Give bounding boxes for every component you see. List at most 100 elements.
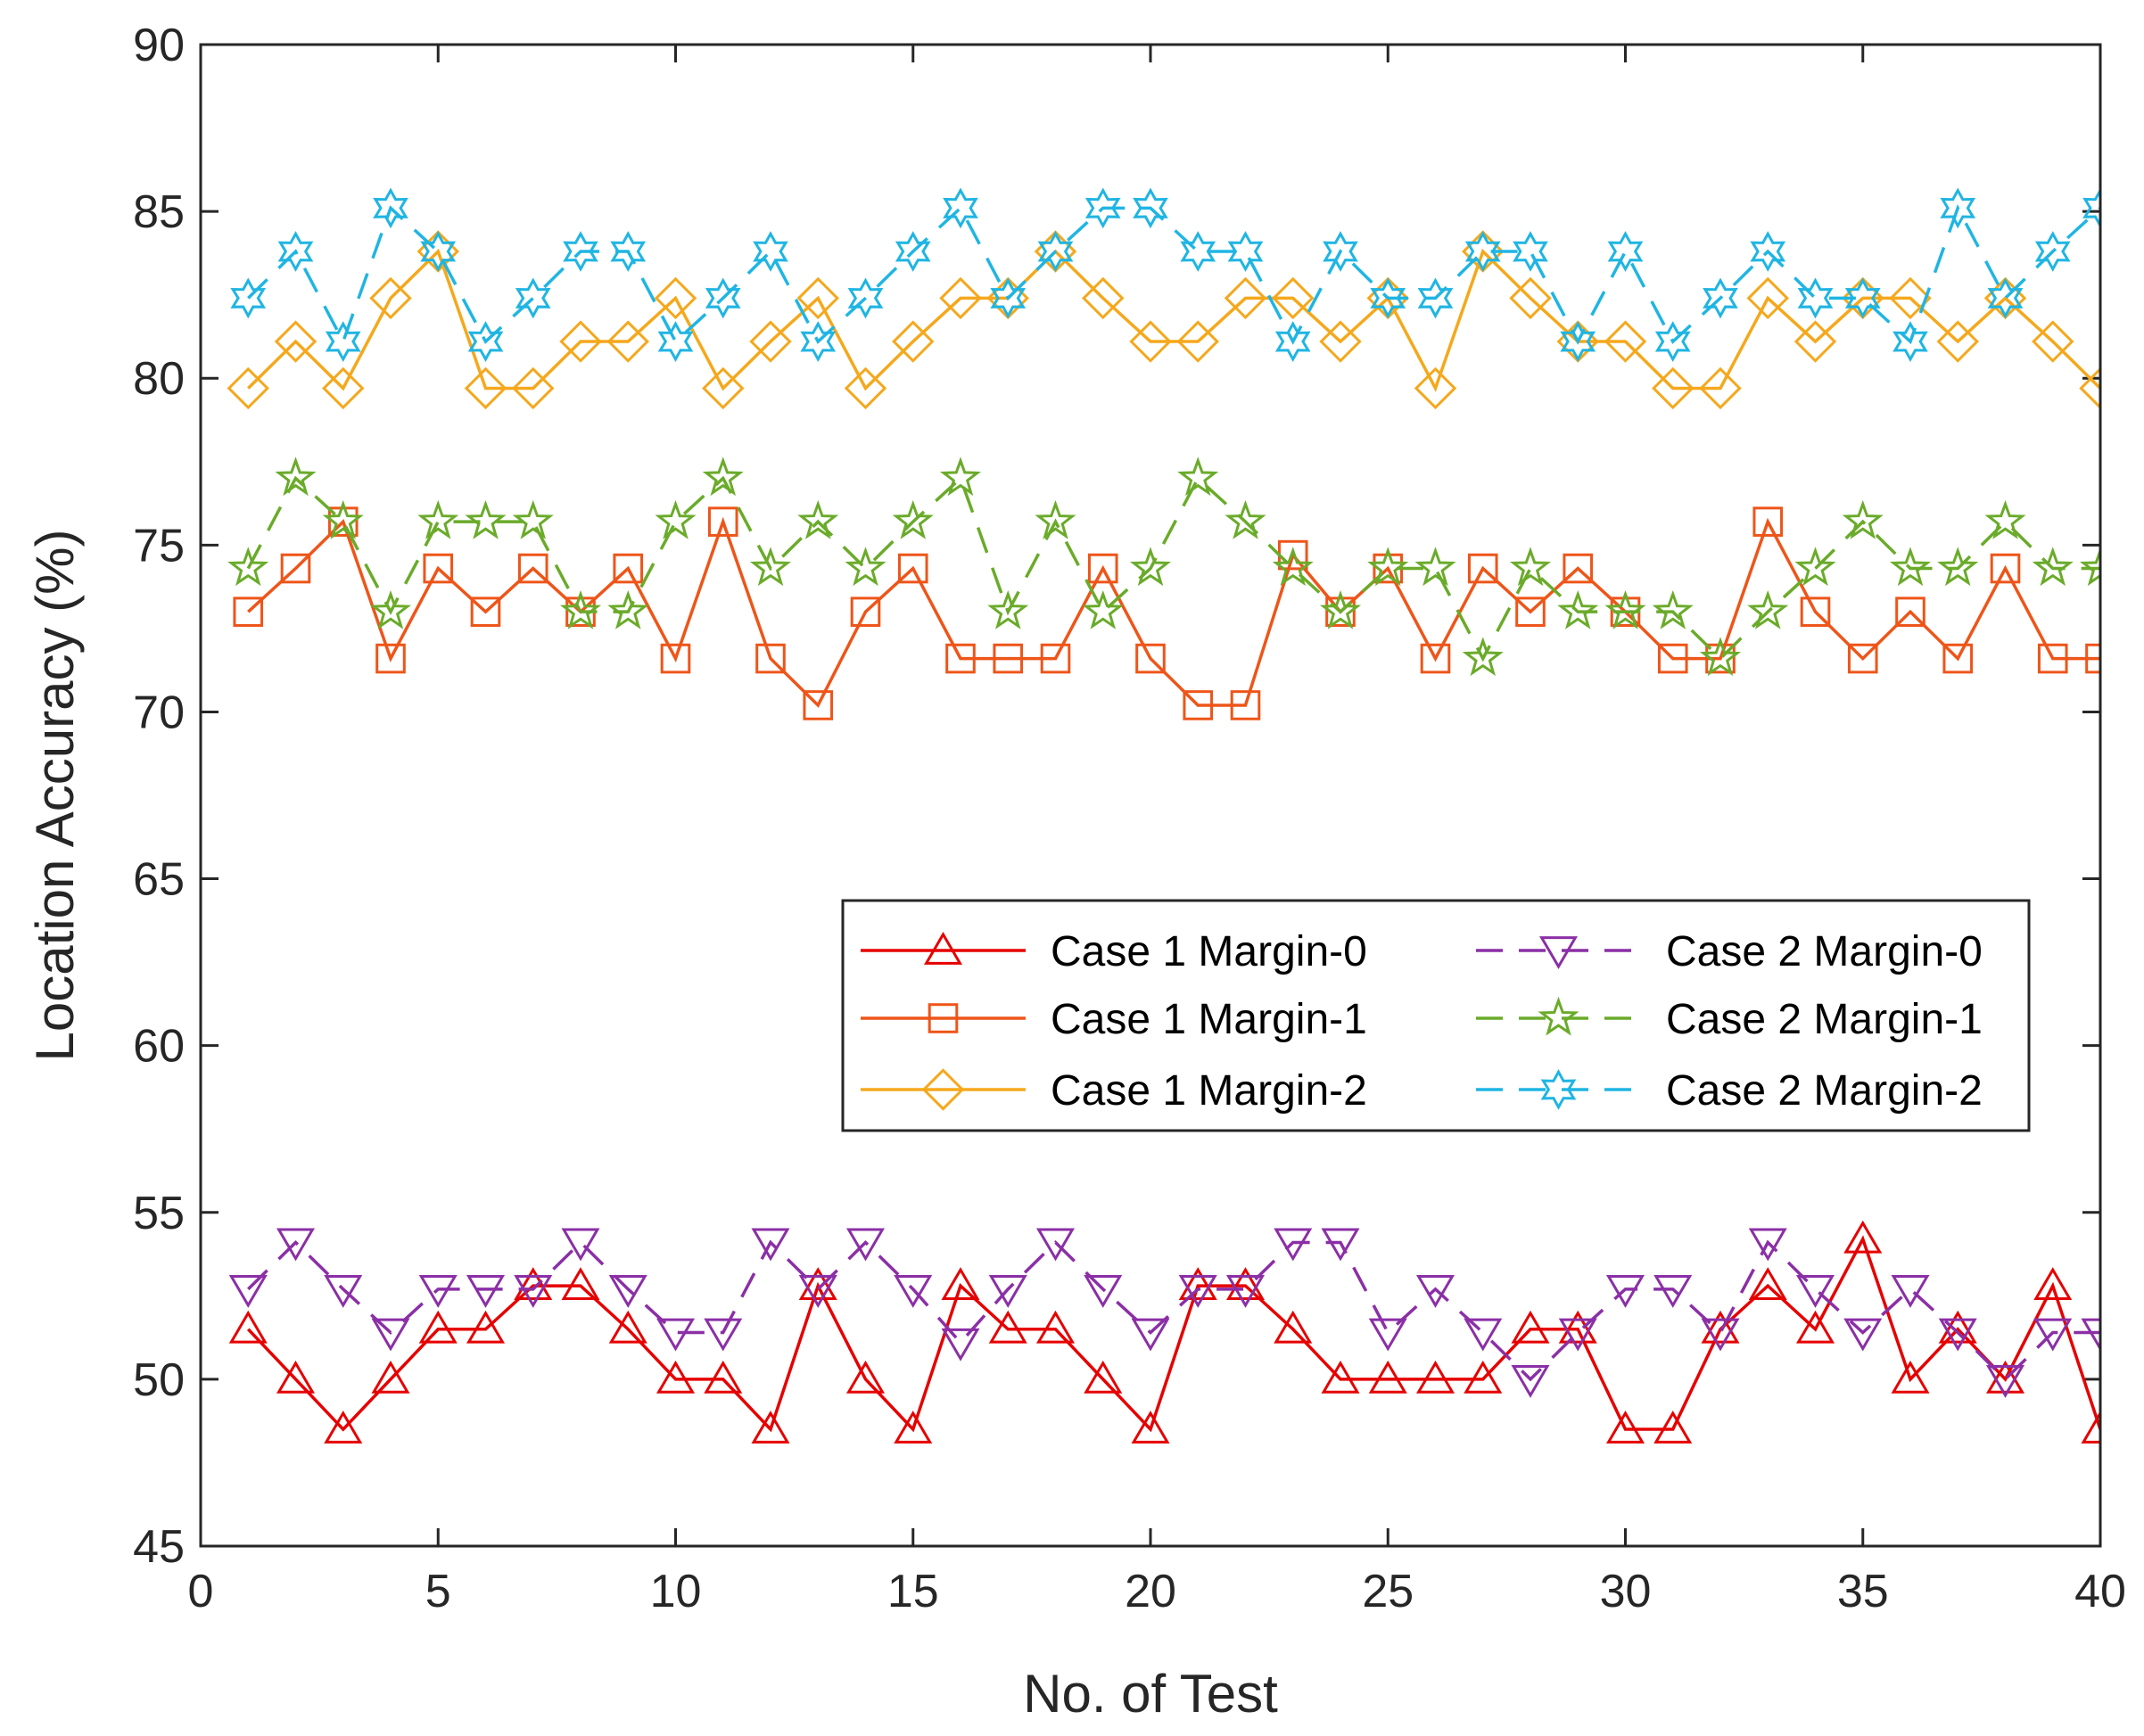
x-tick-label: 10 — [650, 1566, 702, 1617]
data-point — [1176, 320, 1219, 363]
data-point — [1225, 1274, 1266, 1308]
data-point — [1415, 1274, 1455, 1308]
data-point — [465, 499, 507, 539]
data-point — [753, 231, 788, 272]
data-point — [608, 1274, 647, 1308]
y-tick-label: 60 — [133, 1021, 185, 1073]
data-point — [798, 1267, 837, 1301]
data-point — [894, 1274, 933, 1308]
data-point — [274, 320, 317, 363]
data-point — [702, 366, 745, 410]
data-point — [608, 1310, 647, 1344]
data-point — [987, 589, 1029, 629]
data-point — [660, 643, 691, 674]
data-point — [1319, 320, 1362, 363]
data-point — [1367, 547, 1409, 587]
y-axis-title: Location Accuracy (%) — [25, 530, 85, 1062]
data-point — [939, 457, 982, 497]
series-case-1-margin-0 — [228, 1220, 2100, 1444]
data-point — [1420, 643, 1451, 674]
data-point — [1795, 1310, 1835, 1344]
data-point — [1843, 1318, 1883, 1352]
data-point — [1607, 231, 1644, 272]
data-point — [1178, 1274, 1217, 1308]
data-point — [939, 276, 982, 320]
series-line — [246, 1235, 2100, 1433]
data-point — [1987, 277, 2024, 319]
series-line — [247, 1239, 2100, 1382]
legend: Case 1 Margin-0 Case 1 Margin-1 Case 1 Mar… — [841, 899, 2031, 1132]
data-point — [1748, 1228, 1787, 1262]
data-point — [796, 276, 839, 320]
data-point — [276, 1228, 316, 1262]
data-point — [1323, 231, 1358, 272]
x-tick-label: 20 — [1125, 1566, 1176, 1617]
data-point — [1129, 320, 1172, 363]
legend-entry: Case 1 Margin-1 — [861, 996, 1367, 1043]
data-point — [1800, 596, 1831, 627]
data-point — [1985, 1364, 2025, 1398]
data-point — [1652, 589, 1694, 629]
data-point — [227, 366, 269, 410]
data-point — [324, 1274, 363, 1308]
data-point — [941, 1267, 980, 1301]
data-point — [1511, 1364, 1550, 1398]
data-point — [228, 1274, 268, 1308]
data-point — [1748, 1267, 1787, 1301]
data-point — [276, 1360, 316, 1394]
data-point — [467, 321, 504, 362]
data-point — [606, 320, 649, 363]
data-point — [655, 499, 697, 539]
data-point — [1891, 1274, 1930, 1308]
legend-entry: Case 2 Margin-0 — [1476, 928, 1983, 975]
data-point — [1563, 553, 1594, 584]
data-point — [375, 643, 406, 674]
data-point — [749, 547, 792, 587]
data-point — [470, 596, 501, 627]
data-point — [1135, 643, 1166, 674]
x-tick-label: 0 — [188, 1566, 214, 1617]
data-point — [1604, 320, 1647, 363]
data-point — [2079, 547, 2100, 587]
data-point — [943, 187, 978, 229]
y-tick-label: 50 — [133, 1354, 185, 1406]
data-point — [1035, 1310, 1076, 1344]
data-point — [561, 1267, 600, 1301]
data-point — [1511, 1310, 1550, 1344]
data-point — [1321, 1228, 1360, 1262]
series-case-2-margin-0 — [228, 1228, 2100, 1398]
data-point — [418, 1274, 458, 1308]
data-point — [1513, 231, 1548, 272]
x-tick-label: 15 — [887, 1566, 939, 1617]
legend-label: Case 1 Margin-1 — [1051, 996, 1367, 1043]
data-point — [1464, 1360, 1503, 1394]
data-point — [1558, 1318, 1597, 1352]
data-point — [1178, 1267, 1217, 1301]
data-point — [1558, 1310, 1597, 1344]
data-point — [1892, 321, 1928, 362]
data-point — [1414, 366, 1457, 410]
x-tick-label: 25 — [1362, 1566, 1414, 1617]
data-point — [1325, 596, 1356, 627]
x-tick-label: 5 — [425, 1566, 451, 1617]
data-point — [1274, 1310, 1313, 1344]
legend-label: Case 2 Margin-0 — [1666, 928, 1983, 975]
legend-label: Case 2 Margin-1 — [1666, 996, 1983, 1043]
data-point — [1938, 1318, 1977, 1352]
data-point — [464, 366, 507, 410]
data-point — [563, 231, 598, 272]
data-point — [1652, 366, 1695, 410]
data-point — [1464, 231, 1501, 272]
series-case-1-margin-1 — [233, 506, 2100, 720]
data-point — [1895, 596, 1925, 627]
data-point — [1082, 276, 1125, 320]
data-point — [656, 1360, 696, 1394]
data-point — [751, 1228, 790, 1262]
data-point — [613, 553, 644, 584]
data-point — [1699, 637, 1742, 677]
data-point — [1368, 1318, 1407, 1352]
y-tick-label: 90 — [133, 20, 185, 71]
legend-entry: Case 2 Margin-1 — [1476, 996, 1983, 1043]
data-point — [1990, 553, 2021, 584]
data-point — [2033, 1318, 2073, 1352]
